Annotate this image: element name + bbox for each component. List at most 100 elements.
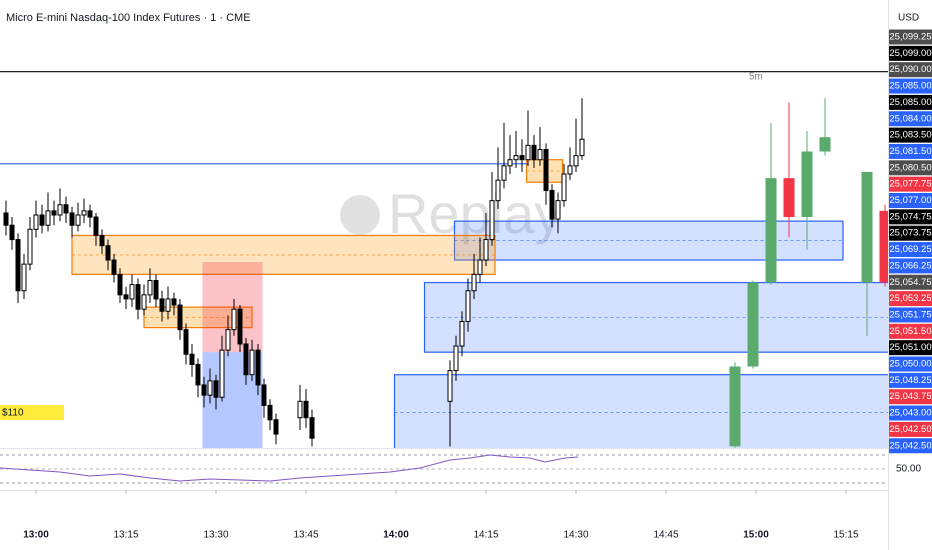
- watermark: Replay: [340, 182, 562, 245]
- candle-body: [495, 179, 501, 202]
- candle-body: [129, 284, 135, 300]
- candle-body: [3, 212, 9, 226]
- candle-body: [801, 151, 813, 218]
- price-label: 25,051.50: [889, 326, 931, 337]
- price-label: 25,077.00: [889, 195, 931, 206]
- candle-body: [51, 210, 57, 216]
- candle-body: [225, 329, 231, 351]
- price-label: 25,085.00: [889, 97, 931, 108]
- currency: USD: [898, 13, 919, 24]
- candle-body: [483, 239, 489, 261]
- candle-body: [105, 245, 111, 261]
- candle-body: [165, 298, 171, 312]
- price-label: 25,043.00: [889, 408, 931, 419]
- chart-title: Micro E-mini Nasdaq-100 Index Futures · …: [6, 12, 251, 24]
- price-label-bg: [889, 111, 932, 127]
- candle-body: [453, 345, 459, 372]
- candle-body: [459, 320, 465, 347]
- x-tick-label: 13:30: [203, 530, 228, 541]
- candle-body: [747, 282, 759, 367]
- candle-body: [111, 259, 117, 275]
- price-label: 25,099.00: [889, 48, 931, 59]
- price-label: 25,074.75: [889, 211, 931, 222]
- plot-area: Replay: [0, 71, 888, 448]
- candle-body: [765, 178, 777, 283]
- candle-body: [303, 400, 309, 419]
- candle-body: [243, 343, 249, 376]
- candle-body: [783, 178, 795, 218]
- price-label-bg: [889, 291, 932, 307]
- price-label: 25,043.75: [889, 391, 931, 402]
- candle-body: [159, 298, 165, 312]
- candle-body: [213, 380, 219, 398]
- price-label-bg: [889, 421, 932, 437]
- price-label-bg: [889, 209, 932, 225]
- candle-body: [207, 380, 213, 396]
- price-label-bg: [889, 356, 932, 372]
- price-label-bg: [889, 29, 932, 45]
- candle-body: [147, 280, 153, 296]
- candle-body: [267, 404, 273, 421]
- price-label: 25,090.00: [889, 64, 931, 75]
- price-label: 25,050.00: [889, 359, 931, 370]
- candle-body: [255, 349, 261, 386]
- candle-body: [117, 273, 123, 296]
- price-label: 25,080.50: [889, 162, 931, 173]
- candle-body: [219, 349, 225, 398]
- x-tick-label: 13:00: [23, 530, 49, 541]
- candle-body: [543, 148, 549, 191]
- price-label-bg: [889, 176, 932, 192]
- x-tick-label: 14:15: [473, 530, 498, 541]
- price-label: 25,053.25: [889, 293, 931, 304]
- x-tick-label: 14:30: [563, 530, 588, 541]
- price-label-bg: [889, 389, 932, 405]
- x-tick-label: 14:45: [653, 530, 678, 541]
- price-label: 25,099.25: [889, 32, 931, 43]
- price-label-bg: [889, 78, 932, 94]
- candle-body: [261, 384, 267, 406]
- x-tick-label: 13:45: [293, 530, 318, 541]
- price-label-bg: [889, 258, 932, 274]
- candle-body: [15, 239, 21, 292]
- candle-body: [549, 189, 555, 220]
- price-label-bg: [889, 372, 932, 388]
- candle-body: [177, 304, 183, 331]
- candle-body: [525, 144, 531, 161]
- indicator-line: [0, 454, 579, 482]
- price-label: 25,054.75: [889, 277, 931, 288]
- candle-body: [561, 173, 567, 202]
- candle-body: [201, 384, 207, 396]
- price-label: 25,042.50: [889, 424, 931, 435]
- price-label-bg: [889, 193, 932, 208]
- interval-label: 5m: [749, 72, 763, 83]
- zone: [202, 262, 263, 353]
- price-label: 25,077.75: [889, 179, 931, 190]
- price-label: 25,085.00: [889, 81, 931, 92]
- candle-body: [579, 138, 585, 157]
- candle-body: [489, 200, 495, 241]
- candle-body: [75, 214, 81, 226]
- watermark-text: Replay: [388, 182, 562, 245]
- candle-body: [447, 370, 453, 402]
- candle-body: [237, 308, 243, 345]
- price-label: 25,069.25: [889, 244, 931, 255]
- candle-body: [93, 216, 99, 236]
- candle-body: [861, 171, 873, 283]
- candle-body: [87, 210, 93, 218]
- candle-body: [309, 417, 315, 439]
- price-label-bg: [889, 225, 932, 241]
- candle-body: [513, 155, 519, 161]
- candle-body: [81, 210, 87, 216]
- candle-body: [879, 210, 888, 283]
- price-label: 25,083.50: [889, 130, 931, 141]
- candle-body: [57, 204, 63, 216]
- price-label-bg: [889, 127, 932, 143]
- candle-body: [231, 308, 237, 331]
- candle-body: [135, 284, 141, 310]
- candle-body: [21, 263, 27, 292]
- indicator-label: 50.00: [896, 464, 921, 475]
- candle-body: [183, 329, 189, 355]
- candle-body: [477, 259, 483, 275]
